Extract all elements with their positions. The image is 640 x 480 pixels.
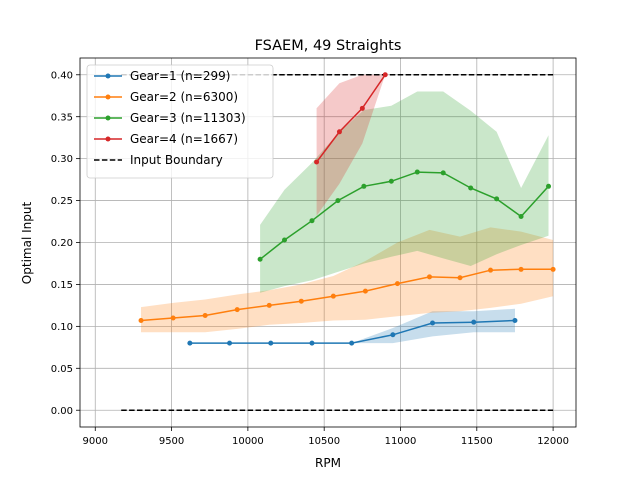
data-point-gear-3	[440, 170, 446, 176]
legend-label: Gear=1 (n=299)	[130, 69, 230, 83]
data-point-gear-3	[361, 183, 367, 189]
data-point-gear-1	[512, 317, 518, 323]
data-point-gear-1	[349, 340, 355, 346]
data-point-gear-2	[550, 266, 556, 272]
y-tick-label: 0.40	[51, 70, 73, 81]
legend-marker	[105, 94, 111, 100]
series-line-gear-2	[140, 268, 554, 322]
data-point-gear-1	[390, 332, 396, 338]
data-point-gear-2	[518, 266, 524, 272]
legend-label: Input Boundary	[130, 153, 223, 167]
y-tick-label: 0.25	[51, 196, 73, 207]
chart-title: FSAEM, 49 Straights	[255, 38, 402, 54]
data-point-gear-3	[388, 178, 394, 184]
data-point-gear-2	[457, 275, 463, 281]
x-tick-label: 11000	[385, 436, 417, 447]
data-point-gear-2	[170, 315, 176, 321]
data-point-gear-3	[282, 237, 288, 243]
legend-marker	[105, 136, 111, 142]
data-point-gear-4	[359, 105, 365, 111]
data-point-gear-2	[426, 274, 432, 280]
series-line-gear-4	[316, 74, 386, 163]
data-point-gear-2	[488, 267, 494, 273]
legend-box	[86, 64, 274, 179]
data-point-gear-4	[314, 159, 320, 165]
data-point-gear-1	[268, 340, 274, 346]
data-point-gear-1	[309, 340, 315, 346]
data-point-gear-4	[382, 72, 388, 78]
data-point-gear-4	[336, 129, 342, 135]
y-tick-label: 0.20	[51, 238, 73, 249]
data-point-gear-1	[430, 320, 436, 326]
data-point-gear-3	[546, 183, 552, 189]
x-axis-ticks: 9000 9500 10000 10500 11000 11500 12000	[83, 427, 569, 447]
y-axis-ticks: 0.00 0.05 0.10 0.15 0.20 0.25 0.30 0.35 0.40	[51, 70, 80, 417]
data-point-gear-3	[414, 169, 420, 175]
data-point-gear-2	[298, 298, 304, 304]
x-tick-label: 10500	[308, 436, 340, 447]
data-point-gear-3	[309, 218, 315, 224]
legend-label: Gear=4 (n=1667)	[130, 132, 238, 146]
x-tick-label: 12000	[537, 436, 569, 447]
x-tick-label: 9500	[159, 436, 184, 447]
y-tick-label: 0.15	[51, 280, 73, 291]
x-axis-label: RPM	[315, 456, 341, 470]
band-gear-2	[141, 227, 554, 333]
data-point-gear-2	[394, 281, 400, 287]
y-tick-label: 0.00	[51, 406, 73, 417]
y-tick-label: 0.30	[51, 154, 73, 165]
legend-label: Gear=3 (n=11303)	[130, 111, 246, 125]
data-point-gear-3	[468, 185, 474, 191]
data-point-gear-3	[518, 214, 524, 220]
data-point-gear-3	[335, 198, 341, 204]
data-point-gear-1	[187, 340, 193, 346]
data-point-gear-2	[266, 302, 272, 308]
y-tick-label: 0.05	[51, 364, 73, 375]
legend: Gear=1 (n=299) Gear=2 (n=6300) Gear=3 (n=1…	[86, 64, 274, 179]
x-tick-label: 10000	[232, 436, 264, 447]
data-point-gear-2	[234, 307, 240, 313]
data-point-gear-1	[227, 340, 233, 346]
data-point-gear-2	[330, 293, 336, 299]
data-point-gear-2	[138, 317, 144, 323]
band-gear-4	[316, 74, 386, 216]
series-lines	[138, 72, 556, 346]
x-tick-label: 9000	[83, 436, 108, 447]
data-point-gear-1	[471, 319, 477, 325]
legend-marker	[105, 73, 111, 79]
legend-label: Gear=2 (n=6300)	[130, 90, 238, 104]
series-line-gear-3	[259, 171, 550, 260]
x-tick-label: 11500	[461, 436, 493, 447]
legend-marker	[105, 115, 111, 121]
data-point-gear-2	[362, 288, 368, 294]
y-tick-label: 0.35	[51, 112, 73, 123]
data-point-gear-3	[257, 256, 263, 262]
data-point-gear-3	[494, 196, 500, 202]
y-tick-label: 0.10	[51, 322, 73, 333]
data-point-gear-2	[202, 312, 208, 318]
y-axis-label: Optimal Input	[20, 202, 34, 285]
